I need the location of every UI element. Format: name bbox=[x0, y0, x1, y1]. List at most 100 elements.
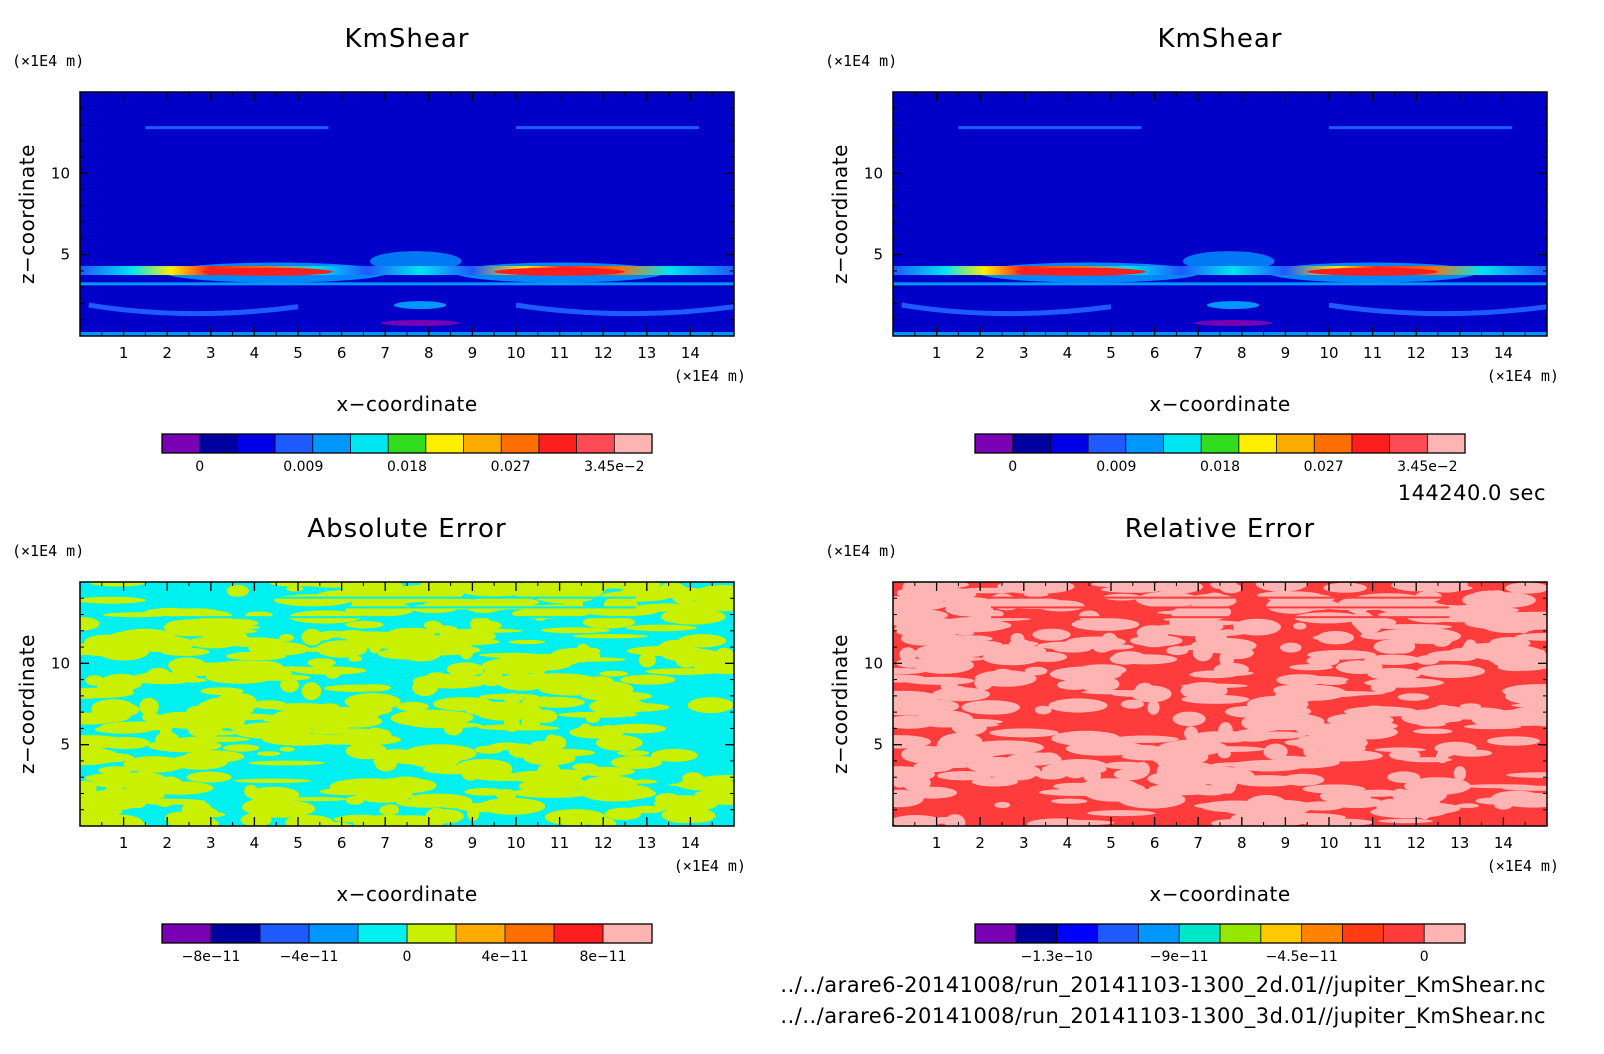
error-patch bbox=[348, 655, 363, 662]
error-patch bbox=[1072, 731, 1104, 737]
error-patch bbox=[462, 697, 492, 709]
shear-band-main bbox=[80, 266, 734, 276]
error-patch bbox=[279, 634, 294, 642]
error-patch bbox=[403, 756, 446, 765]
error-patch bbox=[302, 634, 332, 641]
error-patch bbox=[607, 812, 640, 820]
error-patch bbox=[1147, 700, 1160, 715]
error-patch bbox=[1293, 733, 1368, 752]
lower-arc bbox=[901, 302, 1112, 317]
x-tick-label: 6 bbox=[1150, 834, 1160, 852]
error-patch bbox=[489, 742, 524, 751]
error-patch bbox=[248, 760, 325, 766]
error-patch bbox=[1071, 618, 1140, 631]
error-patch bbox=[471, 620, 502, 631]
error-patch bbox=[989, 728, 1059, 738]
error-patch bbox=[1192, 670, 1254, 677]
error-patch bbox=[1371, 655, 1416, 662]
error-patch bbox=[301, 682, 322, 701]
y-axis-label: z−coordinate bbox=[15, 634, 39, 774]
x-tick-label: 11 bbox=[550, 344, 569, 362]
error-patch bbox=[675, 654, 698, 668]
error-patch bbox=[459, 643, 474, 660]
colorbar-swatch bbox=[614, 434, 653, 453]
error-patch bbox=[1120, 699, 1145, 709]
colorbar-label: 0.009 bbox=[1096, 459, 1136, 475]
error-patch bbox=[287, 797, 347, 802]
error-patch bbox=[527, 696, 585, 708]
error-patch bbox=[240, 813, 272, 826]
colorbar-swatch bbox=[1056, 924, 1098, 943]
error-patch bbox=[1351, 593, 1426, 607]
error-patch bbox=[893, 690, 940, 705]
x-tick-label: 12 bbox=[1407, 834, 1426, 852]
error-patch bbox=[427, 809, 464, 824]
y-unit-label: (×1E4 m) bbox=[825, 52, 897, 70]
error-streak bbox=[178, 606, 636, 609]
error-patch bbox=[1111, 735, 1179, 743]
x-tick-label: 6 bbox=[337, 834, 347, 852]
error-patch bbox=[1037, 641, 1107, 650]
error-patch bbox=[1453, 766, 1467, 781]
x-tick-label: 7 bbox=[380, 834, 390, 852]
colorbar-label: 8e−11 bbox=[579, 949, 626, 965]
error-patch bbox=[1294, 690, 1358, 698]
error-patch bbox=[226, 584, 249, 598]
shear-band-main bbox=[893, 266, 1547, 276]
error-patch bbox=[628, 805, 665, 814]
x-tick-label: 3 bbox=[206, 344, 216, 362]
error-patch bbox=[1219, 583, 1243, 594]
error-patch bbox=[898, 586, 977, 602]
error-patch bbox=[323, 684, 389, 692]
error-patch bbox=[545, 590, 593, 602]
error-patch bbox=[580, 691, 653, 701]
colorbar-swatch bbox=[1383, 924, 1425, 943]
error-patch bbox=[1390, 582, 1460, 589]
colorbar-swatch bbox=[505, 924, 555, 943]
x-tick-label: 8 bbox=[424, 834, 434, 852]
error-patch bbox=[936, 771, 992, 781]
shear-band-lower bbox=[80, 282, 734, 286]
error-patch bbox=[390, 785, 405, 796]
error-patch bbox=[599, 670, 629, 677]
colorbar-swatch bbox=[407, 924, 457, 943]
error-patch bbox=[423, 764, 492, 775]
error-patch bbox=[1323, 582, 1367, 593]
error-patch bbox=[1332, 727, 1353, 739]
error-patch bbox=[534, 769, 588, 779]
error-patch bbox=[557, 711, 638, 718]
error-patch bbox=[1392, 788, 1408, 801]
error-patch bbox=[610, 755, 663, 770]
error-patch bbox=[400, 641, 423, 646]
colorbar-swatch bbox=[1351, 434, 1391, 453]
error-patch bbox=[396, 701, 429, 712]
error-patch bbox=[80, 596, 146, 604]
x-tick-label: 8 bbox=[1237, 344, 1247, 362]
error-patch bbox=[518, 779, 576, 793]
error-patch bbox=[928, 707, 943, 714]
colorbar-swatch bbox=[1220, 924, 1262, 943]
x-axis-label: x−coordinate bbox=[1149, 882, 1290, 906]
colorbar: −8e−11 −4e−11 0 4e−11 8e−11 bbox=[161, 923, 653, 965]
error-patch bbox=[957, 617, 970, 631]
colorbar-swatch bbox=[603, 924, 653, 943]
error-patch bbox=[430, 711, 474, 724]
error-patch bbox=[974, 670, 1037, 687]
error-patch bbox=[358, 582, 404, 594]
colorbar-label: 0 bbox=[195, 459, 204, 475]
colorbar: −1.3e−10 −9e−11 −4.5e−11 0 bbox=[974, 923, 1466, 965]
x-unit-label: (×1E4 m) bbox=[1487, 857, 1559, 875]
heatmap-field bbox=[893, 92, 1547, 336]
error-patch bbox=[1300, 818, 1374, 826]
error-patch bbox=[638, 652, 657, 668]
x-tick-label: 10 bbox=[506, 834, 525, 852]
error-patch bbox=[102, 612, 170, 618]
error-patch bbox=[1370, 806, 1447, 819]
error-patch bbox=[1091, 582, 1153, 588]
x-tick-label: 9 bbox=[1281, 344, 1291, 362]
x-unit-label: (×1E4 m) bbox=[674, 367, 746, 385]
error-patch bbox=[80, 807, 123, 817]
error-patch bbox=[446, 662, 484, 677]
error-patch bbox=[1038, 788, 1117, 796]
